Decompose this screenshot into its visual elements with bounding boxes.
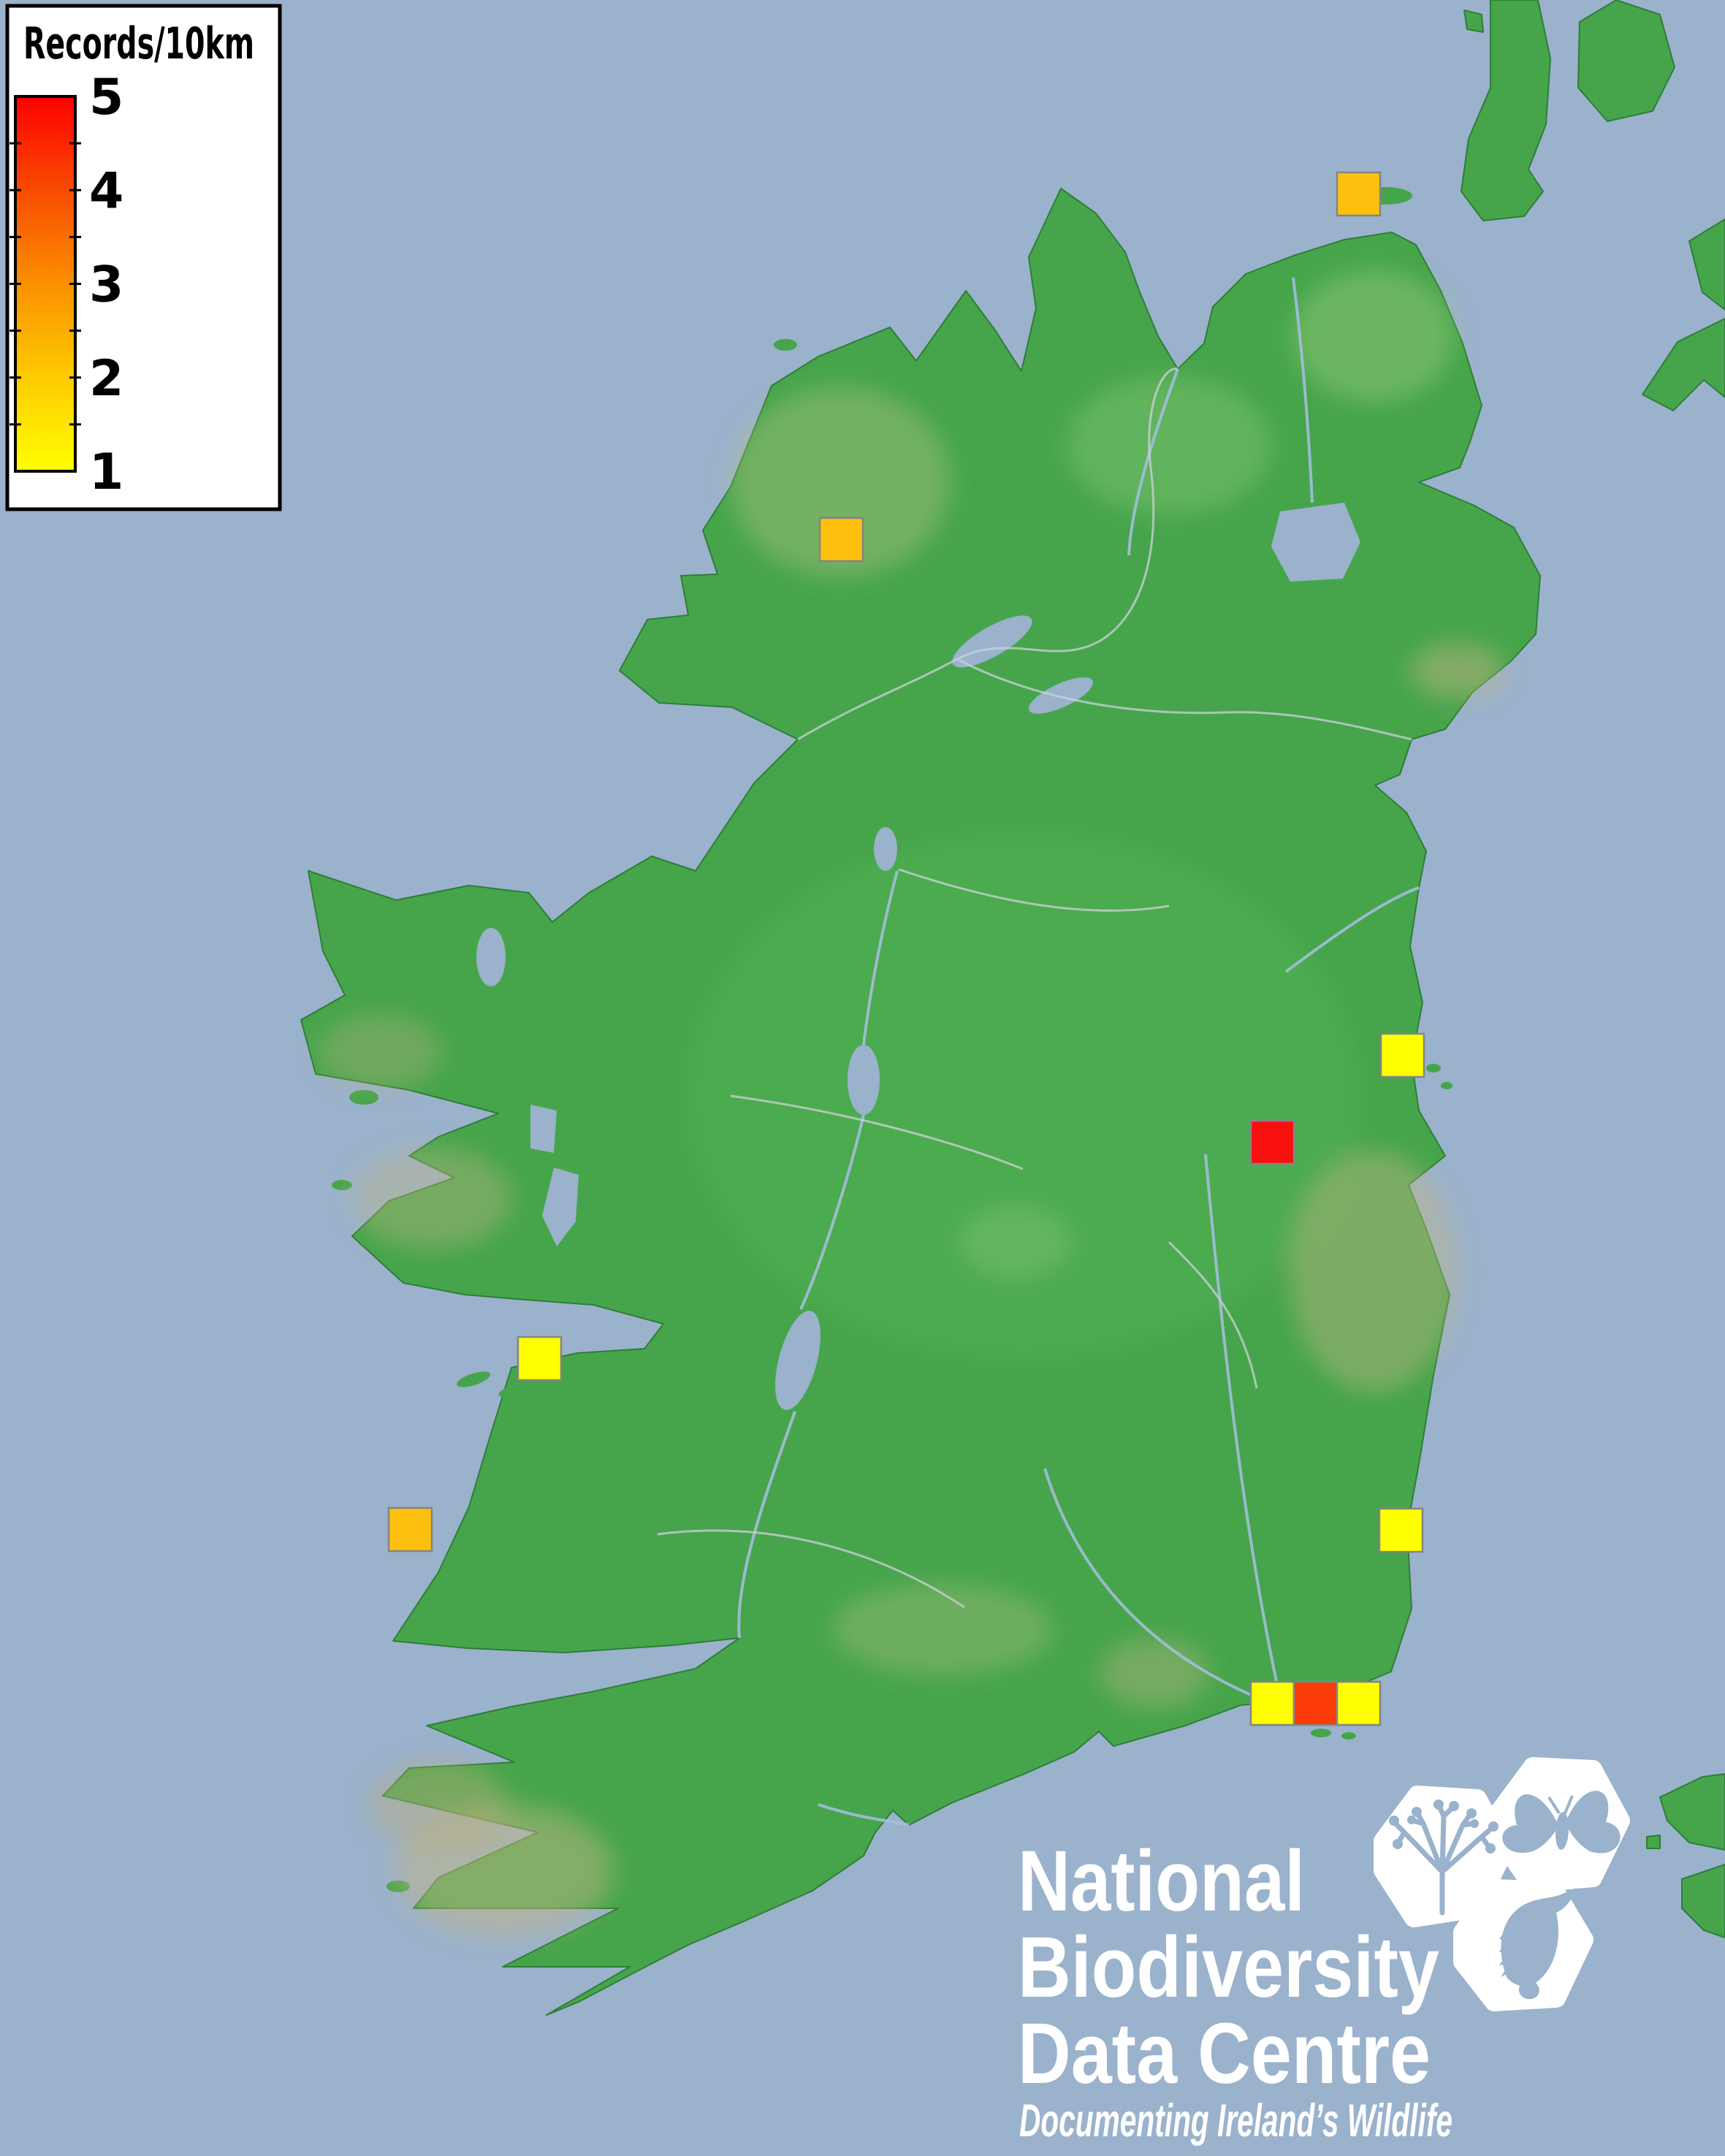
logo-line-data-centre: Data Centre [1018, 2005, 1431, 2102]
wales-pembrokeshire-south [1681, 1864, 1725, 1938]
river-suir [1043, 1468, 1269, 1704]
river-boyne [1284, 886, 1420, 973]
record-cell [387, 1506, 433, 1553]
record-cell [1336, 1680, 1382, 1726]
county-line-3 [1168, 1241, 1258, 1389]
river-foyle [1127, 368, 1179, 556]
lough-ree [848, 1045, 880, 1115]
legend-ticks [9, 142, 81, 426]
legend-gradient-bar [14, 95, 77, 473]
lough-neagh [1271, 503, 1360, 582]
legend-tick-label: 3 [89, 256, 123, 314]
legend-tick-label: 2 [89, 350, 123, 408]
record-cell [818, 517, 864, 563]
county-line-2 [730, 1094, 1024, 1170]
butterfly-icon [1502, 1791, 1621, 1854]
record-cell [1336, 171, 1382, 217]
lough-corrib [542, 1167, 579, 1246]
record-cell [1249, 1119, 1295, 1165]
wales-islet [1646, 1835, 1661, 1849]
rivers [737, 277, 1420, 1826]
legend-scale-labels: 5 4 3 2 1 [89, 69, 123, 501]
seahorse-icon [1499, 1888, 1577, 2000]
county-line-4 [657, 1529, 965, 1609]
scotland-arran [1577, 0, 1675, 122]
ni-border-south [956, 658, 1412, 741]
lakes [476, 503, 1360, 1410]
legend: Records/10km 5 4 3 2 1 [5, 4, 282, 511]
ni-border-west [797, 367, 1178, 741]
scotland-kintyre [1461, 0, 1551, 221]
record-cell [1378, 1507, 1424, 1553]
scotland-galloway-coast [1688, 218, 1725, 311]
wales-pembrokeshire-north [1659, 1773, 1725, 1851]
legend-tick-label: 1 [89, 443, 123, 501]
legend-tick-label: 5 [89, 69, 123, 126]
boundary-lines [657, 367, 1412, 1609]
record-cell [517, 1336, 563, 1382]
lough-conn [476, 928, 506, 986]
logo-line-biodiversity: Biodiversity [1018, 1919, 1439, 2016]
record-cell [1379, 1032, 1425, 1078]
river-barrow [1204, 1154, 1279, 1685]
record-cells-layer [387, 171, 1425, 1726]
nbdc-logo: National Biodiversity Data Centre Docume… [1018, 1757, 1630, 2147]
scotland-loch-ryan-hook [1642, 318, 1725, 411]
tree-icon [1389, 1799, 1499, 1916]
county-line-1 [898, 868, 1170, 912]
scotland-small-isle [1463, 9, 1484, 33]
legend-title: Records/10km [23, 18, 254, 69]
relief-shading [318, 270, 1505, 1936]
river-lee [818, 1803, 910, 1826]
legend-tick-label: 4 [89, 162, 123, 220]
logo-tagline: Documenting Ireland’s Wildlife [1019, 2095, 1452, 2147]
river-bann [1292, 277, 1314, 503]
lough-erne-upper [1028, 677, 1094, 714]
record-cell [1292, 1680, 1339, 1726]
lough-allen [874, 827, 897, 871]
logo-line-national: National [1018, 1833, 1305, 1930]
lough-derg [775, 1311, 820, 1410]
record-cell [1249, 1680, 1295, 1726]
lough-mask [530, 1105, 557, 1153]
lough-erne-lower [952, 615, 1032, 668]
